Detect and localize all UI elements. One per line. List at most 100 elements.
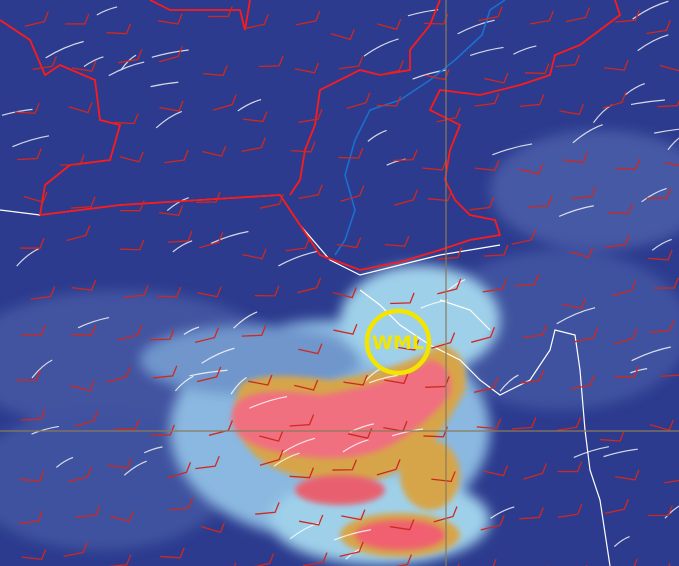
wind-barb [120, 200, 145, 212]
wind-barb [119, 151, 144, 163]
wind-barb [476, 418, 502, 430]
streamline [150, 81, 179, 88]
wind-barb [60, 154, 85, 166]
wind-barb [377, 19, 402, 31]
streamline [573, 446, 610, 459]
wind-barb [474, 93, 500, 107]
wind-barb [114, 113, 139, 125]
wind-barb [469, 197, 495, 211]
wind-barb [21, 324, 46, 336]
wind-barb [106, 23, 132, 35]
wind-barb [427, 190, 453, 202]
wind-barb [208, 6, 233, 18]
wind-barb [519, 163, 544, 175]
wind-barb [604, 498, 630, 514]
streamline [632, 0, 669, 20]
streamline [16, 248, 40, 267]
streamline [45, 40, 84, 59]
wind-barb [17, 148, 42, 161]
wind-barb [70, 380, 95, 392]
wind-barb [303, 552, 328, 566]
wind-barb [108, 554, 132, 566]
wind-barb [117, 49, 143, 64]
wind-barb [160, 547, 185, 559]
wind-barb [646, 187, 672, 199]
wind-barb [602, 92, 627, 109]
streamline [189, 369, 228, 377]
wind-barb [242, 248, 267, 260]
wind-barb [197, 286, 222, 298]
streamline [55, 456, 74, 468]
wind-barb [660, 374, 679, 377]
wind-barb [474, 160, 500, 171]
wind-barb [519, 507, 544, 520]
wind-barb [202, 145, 227, 157]
wind-barb [24, 11, 49, 27]
wind-barb [519, 94, 545, 107]
wind-barb [289, 467, 315, 479]
wind-barb [480, 515, 505, 531]
streamline [490, 506, 515, 519]
wind-barb [168, 497, 194, 511]
wind-barb [384, 373, 409, 385]
wind-barb [556, 417, 582, 432]
wind-barb [390, 292, 415, 305]
wind-barb [613, 328, 638, 345]
wind-barb [522, 324, 548, 339]
wind-barb [150, 424, 175, 437]
streamline [572, 124, 603, 144]
wind-barb [615, 9, 640, 23]
wind-barb [557, 461, 583, 473]
streamline [278, 250, 318, 267]
streamline [513, 45, 537, 55]
streamline [280, 437, 316, 455]
streamline [651, 238, 672, 251]
streamline [630, 368, 648, 374]
streamline [492, 143, 533, 156]
wind-barb [484, 72, 509, 84]
wind-barb [514, 274, 540, 287]
wind-barb [208, 420, 233, 436]
wind-barb [159, 100, 184, 112]
wind-barb [196, 191, 221, 204]
wind-barb [483, 244, 509, 257]
wind-barb [570, 375, 595, 390]
wind-barb [243, 111, 268, 123]
streamline [641, 187, 667, 203]
streamline [166, 197, 189, 212]
wind-barb [71, 279, 97, 291]
wind-barb [646, 20, 671, 35]
wind-barb [118, 324, 143, 341]
wind-barb [524, 63, 550, 75]
wind-barb [68, 102, 93, 114]
wind-barb [433, 506, 458, 523]
wind-barb [394, 189, 419, 206]
wind-barbs [15, 6, 679, 566]
wind-barb [254, 553, 275, 566]
wind-barb [67, 466, 92, 483]
wind-barb [565, 7, 591, 23]
wind-barb [241, 325, 267, 337]
wind-barb [557, 503, 583, 518]
wind-barb [19, 470, 45, 482]
wind-barb [20, 237, 45, 249]
location-marker[interactable]: WML [364, 308, 432, 376]
country-borders [0, 0, 622, 271]
wind-barb [437, 278, 462, 295]
wind-barb [346, 92, 371, 109]
wind-barb [241, 137, 266, 153]
wind-barb [332, 287, 357, 299]
wind-barb [523, 463, 548, 480]
wind-barb [431, 332, 456, 349]
wind-barb [519, 369, 545, 385]
streamline [367, 129, 387, 142]
streamline [151, 49, 189, 58]
wind-barb [259, 449, 284, 466]
streamline [233, 311, 258, 329]
wind-barb [571, 186, 597, 200]
wind-barb [255, 502, 280, 515]
wind-barb [244, 14, 269, 30]
wind-barb [298, 343, 323, 355]
